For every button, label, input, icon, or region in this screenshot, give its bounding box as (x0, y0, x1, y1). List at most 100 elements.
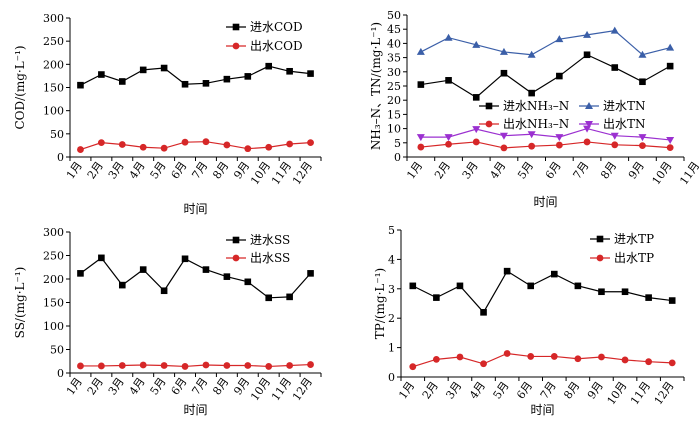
legend-marker (232, 42, 240, 50)
data-point (417, 81, 425, 88)
data-point (433, 294, 440, 301)
legend-marker (485, 102, 493, 110)
data-point (574, 355, 582, 363)
data-point (139, 143, 147, 151)
x-tick-label: 5月 (515, 159, 536, 181)
data-point (77, 81, 84, 89)
x-tick-label: 9月 (626, 159, 647, 181)
data-point (668, 359, 676, 367)
data-point (265, 363, 273, 370)
data-point (181, 255, 189, 263)
x-tick-label: 4月 (127, 375, 148, 397)
x-tick-label: 12月 (290, 159, 315, 187)
x-tick-label: 4月 (487, 159, 508, 181)
x-tick-label: 2月 (85, 375, 106, 397)
data-point (97, 362, 105, 370)
data-point (528, 89, 535, 97)
data-point (527, 131, 536, 139)
x-tick-label: 7月 (189, 375, 210, 397)
y-tick-label: 1 (388, 342, 395, 355)
legend-marker (585, 121, 593, 128)
data-point (202, 266, 210, 273)
legend: 进水NH₃–N 进水TN 出水NH₃–N 出水TN (479, 99, 646, 131)
y-axis-title: TP/(mg·L⁻¹) (373, 268, 387, 339)
data-point (417, 143, 425, 151)
x-axis-title: 时间 (183, 202, 207, 216)
x-tick-label: 8月 (210, 375, 231, 397)
data-point (265, 294, 273, 302)
data-point (445, 77, 452, 84)
data-point (98, 254, 105, 262)
x-tick-label: 7月 (538, 379, 559, 401)
y-tick-label: 50 (50, 344, 64, 357)
x-tick-label: 3月 (460, 159, 481, 181)
data-point (527, 50, 536, 58)
series-line (412, 270, 673, 314)
data-point (638, 134, 647, 142)
y-tick-label: 30 (387, 66, 401, 79)
x-tick-label: 12月 (290, 375, 315, 403)
x-tick-label: 11月 (269, 375, 294, 403)
data-point (98, 71, 105, 78)
data-point (223, 273, 231, 280)
x-tick-label: 6月 (169, 375, 190, 397)
data-point (77, 146, 84, 153)
x-tick-label: 10月 (605, 379, 630, 407)
data-point (456, 282, 464, 290)
data-point (202, 80, 210, 87)
data-point (244, 278, 252, 286)
data-point (77, 270, 84, 277)
data-point (223, 362, 231, 369)
legend: 进水TP 出水TP (590, 232, 654, 265)
data-point (621, 356, 629, 364)
x-tick-label: 4月 (467, 379, 488, 401)
y-tick-label: 0 (57, 151, 64, 164)
legend-marker (485, 120, 493, 128)
x-tick-label: 6月 (169, 159, 190, 181)
data-point (666, 43, 675, 51)
y-tick-label: 5 (388, 224, 395, 237)
data-point (160, 64, 168, 72)
data-point (555, 141, 563, 149)
x-tick-label: 1月 (64, 375, 85, 397)
data-point (223, 141, 231, 149)
y-tick-label: 5 (394, 137, 401, 150)
y-axis-title: NH₃–N、TN/(mg·L⁻¹) (369, 22, 383, 150)
data-point (181, 363, 189, 370)
data-point (456, 353, 464, 361)
data-point (583, 138, 591, 146)
data-point (480, 360, 487, 368)
legend-marker (596, 235, 604, 243)
legend-label: 出水TP (614, 251, 654, 265)
legend-label: 进水COD (250, 20, 303, 34)
x-tick-label: 11月 (677, 159, 700, 187)
y-tick-label: 0 (57, 367, 64, 380)
data-point (583, 51, 591, 59)
x-tick-label: 1月 (64, 159, 85, 181)
x-tick-label: 6月 (543, 159, 564, 181)
legend-label: 出水TN (603, 117, 646, 131)
legend-marker (585, 102, 593, 109)
x-tick-label: 3月 (106, 159, 127, 181)
data-point (598, 353, 605, 361)
data-point (638, 50, 647, 58)
y-tick-label: 300 (43, 12, 64, 25)
data-point (555, 134, 564, 142)
data-point (118, 78, 126, 85)
data-point (611, 64, 619, 71)
data-point (500, 69, 508, 77)
data-point (583, 30, 592, 38)
series-line (80, 363, 311, 368)
legend-label: 出水SS (250, 251, 290, 265)
legend-marker (232, 23, 240, 31)
data-point (527, 282, 535, 290)
legend-label: 进水NH₃–N (503, 99, 569, 113)
series-line (420, 141, 671, 149)
y-tick-label: 50 (50, 128, 64, 141)
data-point (244, 145, 252, 153)
y-tick-label: 20 (387, 94, 401, 107)
y-tick-label: 35 (387, 52, 401, 65)
x-tick-label: 1月 (404, 159, 425, 181)
